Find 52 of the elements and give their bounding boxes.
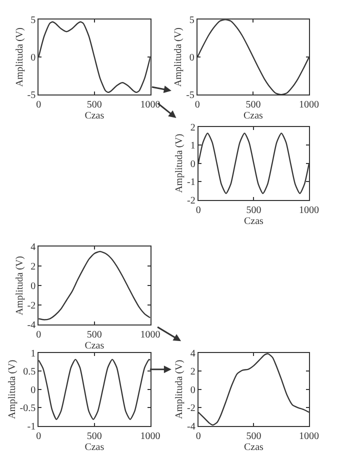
- y-tick-label: -0.5: [20, 403, 36, 414]
- y-axis-title: Amplituda (V): [14, 256, 26, 316]
- x-axis-title: Czas: [244, 442, 264, 453]
- y-tick-label: 0: [189, 52, 194, 64]
- y-tick-label: 0: [190, 158, 196, 170]
- y-axis-title: Amplituda (V): [6, 360, 18, 419]
- x-tick-label: 1000: [299, 100, 320, 111]
- x-axis-title: Czas: [84, 442, 104, 453]
- y-tick-label: 0: [190, 384, 196, 396]
- x-tick-label: 500: [86, 100, 102, 111]
- y-axis-title: Amplituda (V): [174, 134, 186, 193]
- y-tick-label: -1: [187, 177, 196, 188]
- x-tick-label: 500: [246, 204, 262, 216]
- y-axis-title: Amplituda (V): [173, 28, 184, 87]
- x-tick-label: 1000: [299, 430, 320, 442]
- x-tick-label: 500: [86, 330, 102, 341]
- y-tick-label: -2: [27, 300, 36, 312]
- y-tick-label: -4: [187, 421, 196, 432]
- y-tick-label: 5: [30, 15, 36, 26]
- y-axis-title: Amplituda (V): [174, 360, 186, 419]
- y-axis-title: Amplituda (V): [14, 28, 26, 87]
- x-tick-label: 1000: [299, 204, 320, 216]
- x-tick-label: 1000: [140, 430, 160, 442]
- y-tick-label: -5: [27, 90, 36, 102]
- y-tick-label: -4: [27, 320, 36, 332]
- x-axis-title: Czas: [244, 110, 264, 122]
- y-tick-label: 0: [30, 281, 36, 292]
- x-tick-label: 1000: [140, 100, 160, 111]
- x-tick-label: 500: [86, 430, 102, 442]
- x-axis-title: Czas: [244, 216, 264, 227]
- y-tick-label: 2: [190, 366, 196, 378]
- y-tick-label: -2: [187, 195, 196, 206]
- x-tick-label: 500: [246, 430, 262, 442]
- x-axis-title: Czas: [84, 110, 104, 122]
- line-series: [198, 353, 310, 426]
- y-tick-label: 1: [190, 140, 196, 152]
- x-tick-label: 500: [246, 100, 261, 111]
- line-series: [38, 250, 150, 320]
- y-tick-label: 4: [30, 242, 36, 254]
- y-tick-label: -2: [187, 403, 196, 414]
- y-tick-label: 4: [190, 348, 196, 360]
- y-tick-label: 2: [30, 262, 36, 273]
- y-tick-label: 0: [30, 52, 36, 64]
- y-tick-label: 1: [30, 348, 36, 360]
- y-tick-label: 0.5: [23, 366, 36, 378]
- y-tick-label: -5: [186, 90, 194, 102]
- x-tick-label: 1000: [140, 330, 160, 341]
- y-tick-label: -1: [27, 421, 36, 432]
- y-tick-label: 2: [190, 122, 196, 134]
- y-tick-label: 0: [30, 384, 36, 396]
- x-axis-title: Czas: [84, 340, 104, 352]
- y-tick-label: 5: [189, 15, 194, 26]
